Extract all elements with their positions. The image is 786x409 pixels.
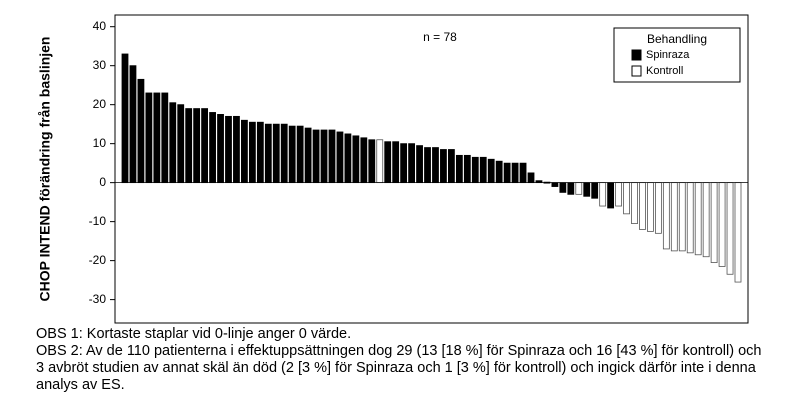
bar: [575, 182, 583, 195]
bar: [264, 123, 272, 184]
bar: [312, 129, 320, 184]
bar: [145, 92, 153, 184]
bar: [440, 149, 447, 184]
y-tick-label: 40: [93, 19, 107, 33]
bar: [615, 182, 622, 207]
bar: [463, 154, 471, 184]
bar: [320, 129, 328, 184]
bar: [376, 139, 384, 184]
bar: [185, 108, 193, 184]
y-tick-label: 10: [93, 136, 107, 150]
bar: [193, 108, 201, 184]
bar: [654, 182, 662, 234]
bar: [527, 172, 535, 184]
bar: [678, 182, 686, 252]
bar: [288, 125, 296, 184]
bar: [567, 182, 575, 195]
bar: [662, 182, 670, 250]
bar: [487, 158, 495, 184]
legend-label: Spinraza: [646, 49, 690, 61]
bar: [416, 145, 423, 184]
bar: [169, 102, 177, 184]
bar: [495, 160, 503, 184]
bar: [686, 182, 694, 254]
bar: [408, 143, 415, 184]
y-tick-label: -20: [89, 253, 107, 267]
y-axis-label: CHOP INTEND förändring från baslinjen: [37, 37, 53, 302]
bar: [304, 127, 312, 184]
y-tick-label: -30: [89, 292, 107, 306]
bar: [607, 182, 615, 209]
legend-swatch: [631, 65, 642, 77]
bar: [519, 162, 527, 184]
bar: [432, 147, 439, 184]
bar: [137, 78, 145, 184]
bar: [424, 147, 431, 184]
bar: [479, 156, 487, 184]
bar: [129, 65, 137, 184]
chart: CHOP INTEND förändring från baslinjen n …: [37, 14, 749, 324]
bar: [471, 156, 479, 184]
bar: [591, 182, 599, 199]
bar: [209, 112, 216, 184]
bar: [710, 182, 718, 263]
bar: [551, 182, 559, 187]
bar: [694, 182, 702, 256]
y-tick-label: 30: [93, 58, 107, 72]
bar: [336, 131, 344, 184]
bar: [631, 182, 638, 224]
bar: [503, 162, 511, 184]
bar: [177, 104, 185, 184]
bar: [225, 115, 232, 184]
bar: [726, 182, 734, 275]
bar: [256, 121, 264, 184]
bar: [296, 125, 304, 184]
y-tick-label: 0: [99, 175, 106, 189]
bar: [217, 114, 224, 184]
bar: [121, 53, 129, 184]
annotation: n = 78: [423, 30, 457, 44]
bar: [272, 123, 280, 184]
bar: [352, 135, 360, 184]
note: OBS 2: Av de 110 patienterna i effektupp…: [36, 343, 762, 393]
legend-label: Kontroll: [646, 65, 683, 77]
bar: [702, 182, 710, 258]
bar: [623, 182, 630, 215]
bar: [384, 141, 392, 184]
bar: [153, 92, 161, 184]
bar: [734, 182, 742, 283]
bar: [718, 182, 726, 267]
bar: [559, 182, 567, 193]
legend-swatch: [631, 49, 642, 61]
bar: [647, 182, 654, 232]
bar: [400, 143, 408, 184]
plot-frame: [114, 14, 749, 324]
note: OBS 1: Kortaste staplar vid 0-linje ange…: [36, 326, 352, 342]
bar: [344, 133, 352, 184]
bar: [639, 182, 646, 230]
bar: [161, 92, 169, 184]
bar: [241, 119, 248, 184]
y-tick-label: 20: [93, 97, 107, 111]
bar: [448, 149, 455, 184]
bar: [248, 121, 256, 184]
y-tick-label: -10: [89, 214, 107, 228]
bar: [233, 115, 240, 184]
bar: [455, 154, 463, 184]
bar: [201, 108, 209, 184]
bar: [670, 182, 678, 252]
bar: [368, 139, 376, 184]
bar: [599, 182, 607, 207]
bar: [392, 141, 400, 184]
legend-title: Behandling: [647, 32, 707, 46]
bar: [360, 137, 368, 184]
bar: [280, 123, 288, 184]
bar: [328, 129, 336, 184]
bar: [583, 182, 591, 197]
notes: OBS 1: Kortaste staplar vid 0-linje ange…: [36, 326, 766, 394]
bar: [511, 162, 519, 184]
